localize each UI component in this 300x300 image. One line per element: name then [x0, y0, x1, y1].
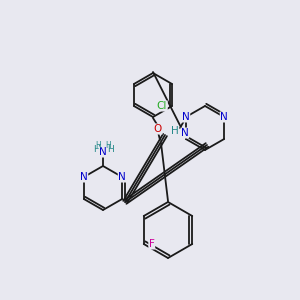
Text: Cl: Cl [157, 101, 167, 111]
Text: N: N [220, 112, 228, 122]
Text: N: N [118, 172, 126, 182]
Text: H: H [171, 126, 179, 136]
Text: N: N [99, 147, 107, 157]
Text: H: H [105, 140, 111, 149]
Text: H: H [106, 145, 113, 154]
Text: N: N [181, 128, 189, 138]
Text: H: H [93, 145, 99, 154]
Text: F: F [149, 239, 155, 249]
Text: O: O [154, 124, 162, 134]
Text: H: H [95, 140, 101, 149]
Text: N: N [182, 112, 190, 122]
Text: N: N [80, 172, 88, 182]
